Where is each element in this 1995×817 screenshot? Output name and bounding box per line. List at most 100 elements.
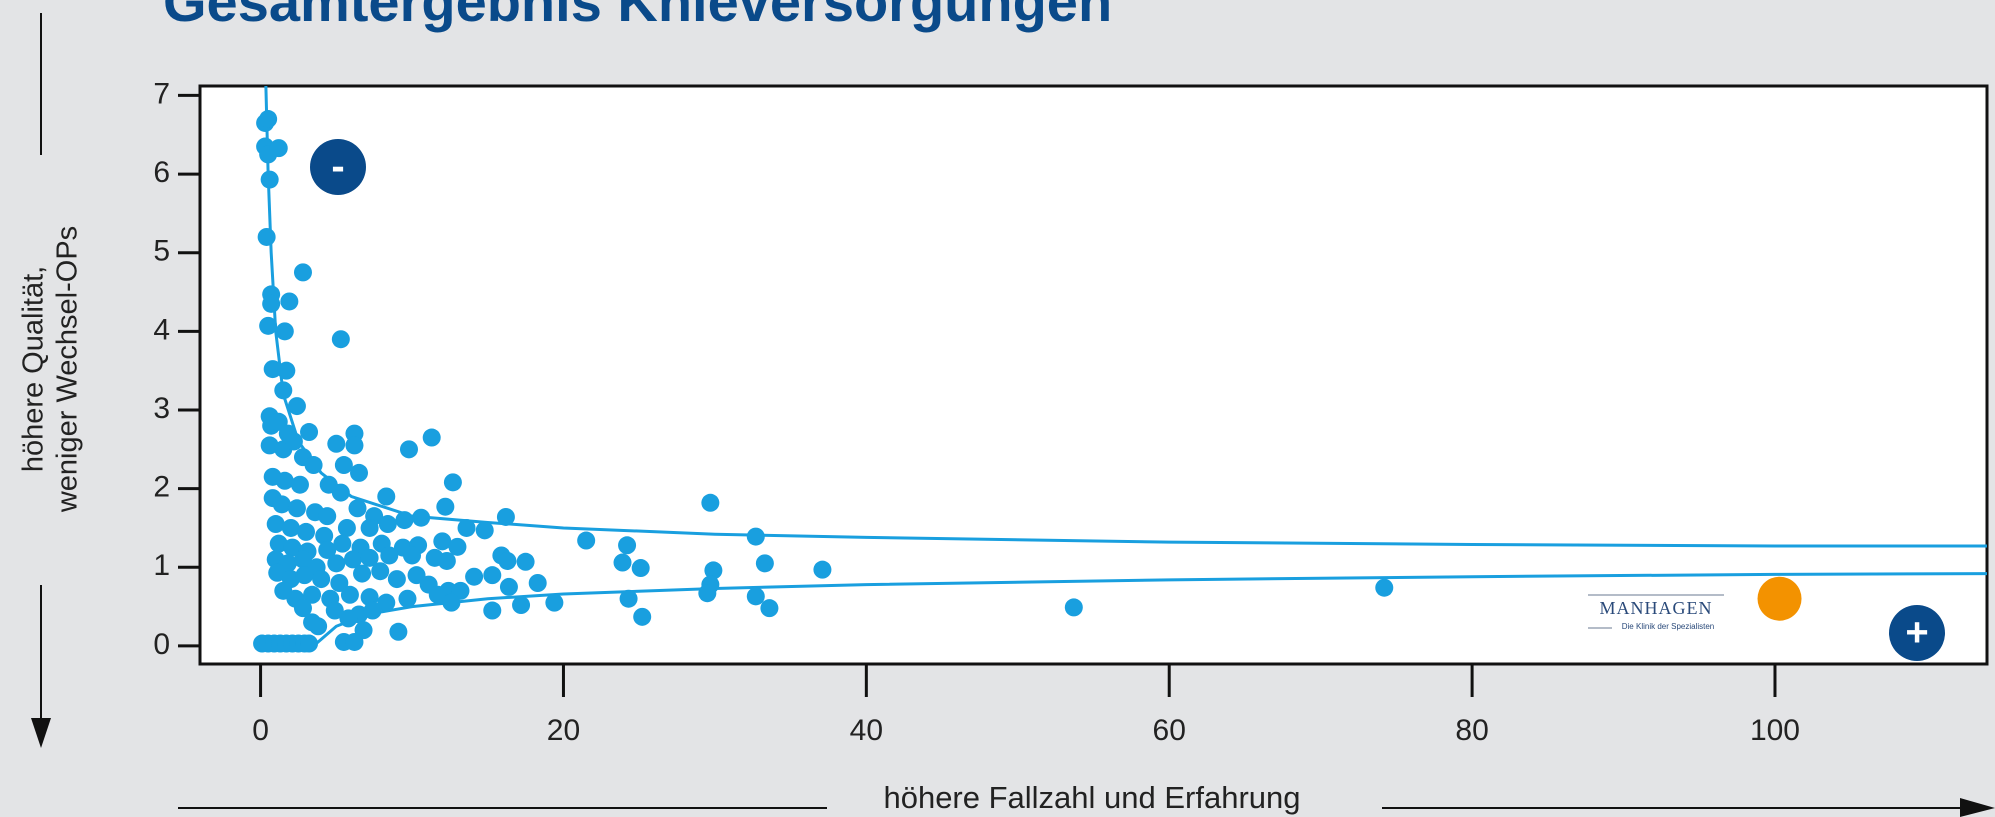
point (516, 552, 535, 571)
point (300, 634, 319, 653)
point (633, 607, 652, 626)
x-tick-label: 80 (1455, 714, 1488, 747)
point (269, 534, 288, 553)
point (312, 570, 331, 589)
point (259, 110, 278, 129)
y-tick-label: 5 (153, 235, 170, 268)
point (403, 546, 422, 565)
point (395, 511, 414, 530)
x-label: höhere Fallzahl und Erfahrung (883, 780, 1300, 815)
point (268, 563, 287, 582)
y-tick-label: 7 (153, 77, 170, 110)
point (327, 434, 346, 453)
point (263, 360, 282, 379)
point (360, 548, 379, 567)
point (277, 361, 296, 380)
point (345, 436, 364, 455)
point (343, 550, 362, 569)
point (350, 463, 369, 482)
logo-subtitle: Die Klinik der Spezialisten (1622, 622, 1715, 631)
point (512, 596, 531, 615)
point (275, 471, 294, 490)
point (813, 560, 832, 579)
point (407, 566, 426, 585)
point (437, 551, 456, 570)
point (442, 593, 461, 612)
chart-title: Gesamtergebnis Knieversorgungen (163, 0, 1112, 33)
x-tick-label: 0 (252, 714, 269, 747)
point (334, 456, 353, 475)
minus-badge (310, 139, 366, 195)
plus-badge (1889, 605, 1945, 661)
point (618, 536, 637, 555)
point (701, 493, 720, 512)
point (331, 483, 350, 502)
point (457, 518, 476, 537)
point (371, 562, 390, 581)
point (1375, 578, 1394, 597)
logo: MANHAGEN (1600, 598, 1713, 618)
point (266, 515, 285, 534)
point (293, 263, 312, 282)
point (297, 522, 316, 541)
point (293, 599, 312, 618)
y-tick-label: 6 (153, 156, 170, 189)
point (260, 436, 279, 455)
y-tick-label: 2 (153, 471, 170, 504)
point (318, 507, 337, 526)
point (380, 546, 399, 565)
point (300, 423, 319, 442)
point (280, 292, 299, 311)
point (304, 456, 323, 475)
point (545, 593, 564, 612)
point (577, 531, 596, 550)
point (281, 518, 300, 537)
point (465, 567, 484, 586)
point (275, 322, 294, 341)
point (269, 139, 288, 158)
point (483, 566, 502, 585)
y-label-line: höhere Qualität, (18, 266, 50, 472)
arrow-head (1960, 798, 1995, 817)
point (330, 574, 349, 593)
y-tick-label: 3 (153, 392, 170, 425)
x-tick-label: 100 (1750, 714, 1800, 747)
point (1757, 576, 1802, 621)
y-tick-label: 4 (153, 313, 170, 346)
point (377, 593, 396, 612)
point (631, 559, 650, 578)
plot-area (198, 84, 1989, 666)
point (315, 526, 334, 545)
point (389, 622, 408, 641)
point (290, 475, 309, 494)
point (399, 440, 418, 459)
point (353, 564, 372, 583)
point (448, 537, 467, 556)
point (704, 561, 723, 580)
point (287, 499, 306, 518)
point (274, 381, 293, 400)
point (746, 527, 765, 546)
point (387, 570, 406, 589)
point (340, 585, 359, 604)
point (260, 170, 279, 189)
point (499, 577, 518, 596)
point (348, 499, 367, 518)
point (333, 534, 352, 553)
point (698, 584, 717, 603)
point (378, 515, 397, 534)
y-tick-label: 0 (153, 628, 170, 661)
point (443, 473, 462, 492)
x-tick-label: 60 (1153, 714, 1186, 747)
point (262, 294, 281, 313)
point (337, 518, 356, 537)
point (496, 507, 515, 526)
point (345, 632, 364, 651)
point (318, 540, 337, 559)
point (325, 601, 344, 620)
point (259, 316, 278, 335)
point (309, 617, 328, 636)
point (760, 599, 779, 618)
point (287, 397, 306, 416)
